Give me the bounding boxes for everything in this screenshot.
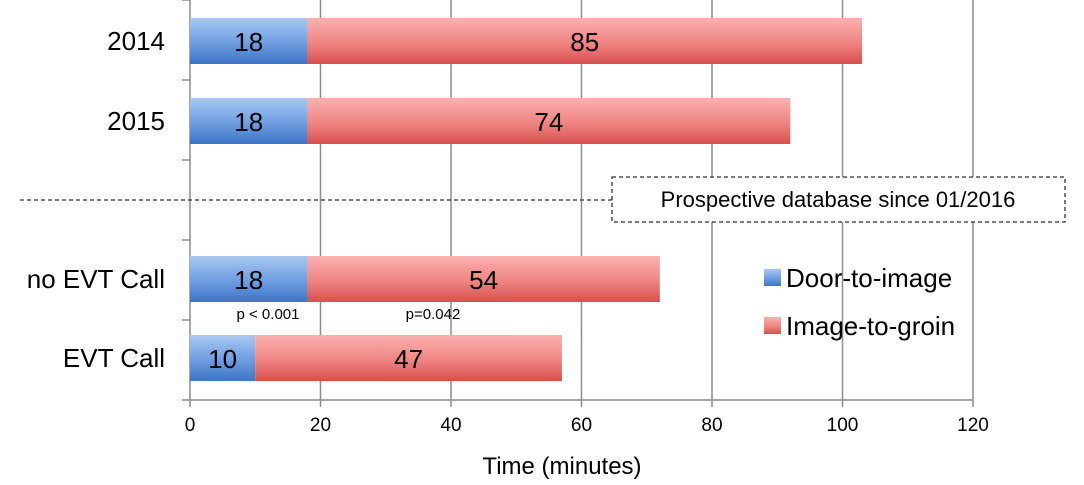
p-value-label: p=0.042 bbox=[406, 306, 461, 323]
x-tick-label: 100 bbox=[827, 415, 859, 436]
bars: 18 85 18 74 18 54 10 47 bbox=[190, 18, 863, 381]
legend-label: Door-to-image bbox=[786, 263, 952, 293]
x-tick-label: 80 bbox=[701, 415, 722, 436]
category-label: no EVT Call bbox=[27, 264, 165, 294]
x-tick-label: 20 bbox=[310, 415, 331, 436]
bar-value-label: 85 bbox=[570, 27, 599, 57]
separator-box bbox=[611, 176, 1066, 223]
bar-image-to-groin bbox=[255, 335, 562, 381]
bar-door-to-image bbox=[190, 98, 308, 144]
bar-value-label: 47 bbox=[394, 344, 423, 374]
x-axis-title: Time (minutes) bbox=[482, 453, 641, 480]
category-label: 2015 bbox=[107, 106, 165, 136]
category-label: EVT Call bbox=[63, 343, 165, 373]
bar-value-label: 18 bbox=[234, 107, 263, 137]
category-axis: 2014 2015 no EVT Call EVT Call bbox=[27, 0, 191, 401]
annotations: p < 0.001 p=0.042 Prospective database sin… bbox=[20, 176, 1066, 323]
x-tick-label: 60 bbox=[571, 415, 592, 436]
p-value-label: p < 0.001 bbox=[237, 306, 300, 323]
legend-label: Image-to-groin bbox=[786, 311, 955, 341]
bar-image-to-groin bbox=[307, 98, 791, 144]
bar-door-to-image bbox=[190, 335, 256, 381]
bar-value-label: 10 bbox=[208, 344, 237, 374]
bar-value-label: 54 bbox=[469, 265, 498, 295]
bar-door-to-image bbox=[190, 18, 308, 64]
bar-image-to-groin bbox=[307, 256, 660, 302]
bar-value-label: 74 bbox=[534, 107, 563, 137]
legend-swatch bbox=[764, 269, 781, 286]
legend-swatch bbox=[764, 317, 781, 334]
bar-door-to-image bbox=[190, 256, 308, 302]
category-label: 2014 bbox=[107, 26, 165, 56]
separator-box-label: Prospective database since 01/2016 bbox=[661, 187, 1016, 212]
value-axis: 0 20 40 60 80 100 120 bbox=[185, 399, 989, 436]
x-tick-label: 40 bbox=[440, 415, 461, 436]
legend: Door-to-image Image-to-groin bbox=[764, 263, 955, 341]
bar-value-label: 18 bbox=[234, 265, 263, 295]
x-tick-label: 120 bbox=[957, 415, 989, 436]
x-tick-label: 0 bbox=[185, 415, 196, 436]
bar-value-label: 18 bbox=[234, 27, 263, 57]
bar-image-to-groin bbox=[307, 18, 863, 64]
